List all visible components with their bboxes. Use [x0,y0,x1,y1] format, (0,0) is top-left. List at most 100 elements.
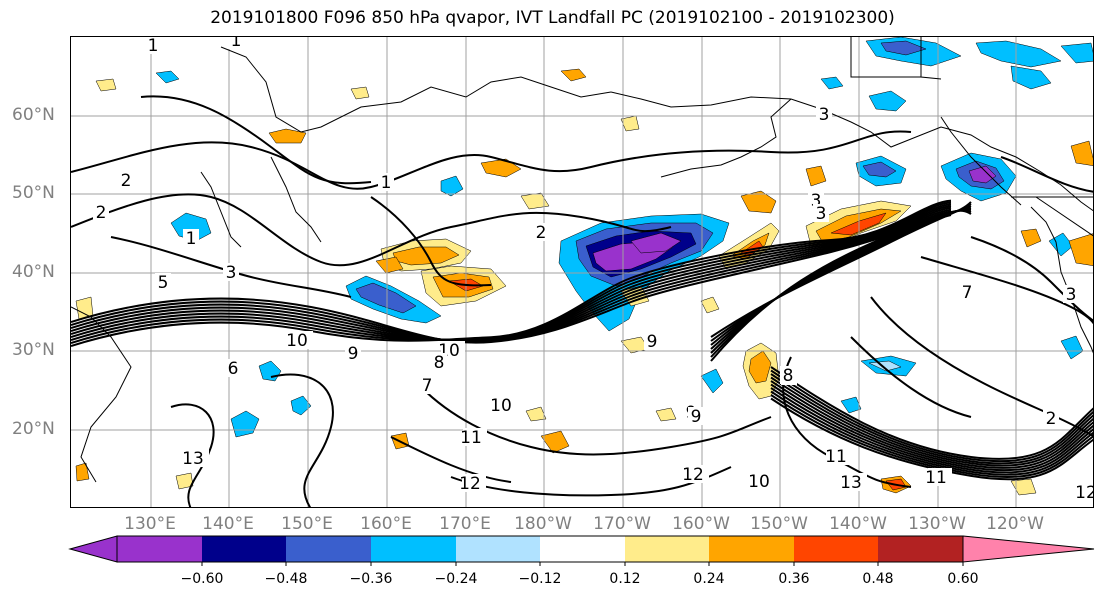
contour-label: 5 [158,273,169,293]
ivt-contour [782,356,912,488]
moisture-anomaly-shading [880,40,927,56]
contour-label: 2 [1046,409,1057,429]
moisture-anomaly-shading [155,70,180,84]
ivt-contour [770,397,1093,481]
moisture-anomaly-shading [525,406,547,422]
moisture-anomaly-shading [868,90,907,112]
contour-label: 1 [148,37,159,56]
contour-label: 3 [811,191,822,211]
contour-label-background [463,428,487,446]
colorbar-tick-label: −0.48 [264,571,308,587]
contour-label-background [828,447,852,465]
moisture-anomaly-shading [75,462,90,482]
contour-label-background [431,353,447,371]
contour-label: 10 [748,472,770,492]
colorbar-segment [286,536,371,562]
contour-label-background [145,37,161,54]
moisture-anomaly-shading [805,165,827,187]
longitude-label: 130°W [908,514,966,534]
contour-label-background [843,473,867,491]
moisture-anomaly-shading [1010,65,1052,90]
map-panel: 1121221333351091076981011131291210131112… [70,36,1094,508]
ivt-contour [71,206,952,342]
contour-label-background [223,263,239,281]
moisture-anomaly-shading [630,232,682,254]
contour-label: 12 [459,474,481,494]
contour-label: 9 [647,332,658,352]
ivt-contour [170,403,215,507]
colorbar-segment [878,536,963,562]
contour-label-background [462,474,486,492]
latitude-label: 20°N [12,419,55,439]
map-title: 2019101800 F096 850 hPa qvapor, IVT Land… [210,8,895,28]
longitude-label: 140°E [202,514,254,534]
contour-label: 13 [182,449,204,469]
colorbar-segment [625,536,709,562]
ivt-contour [770,366,1093,460]
longitude-label: 170°W [593,514,651,534]
longitude-label: 150°E [281,514,333,534]
colorbar-tick-label: −0.24 [434,571,478,587]
contour-label-background [1043,409,1059,427]
contour-label-background [93,203,109,221]
ivt-contour [71,212,952,344]
contour-label-background [225,359,241,377]
moisture-anomaly-shading [1060,335,1084,360]
contour-label-background [533,223,549,241]
ivt-contour [970,236,1093,322]
contour-label: 12 [1075,483,1094,503]
ivt-contour [870,296,1093,438]
ivt-contour [710,209,972,362]
colorbar-outline [116,535,964,563]
contour-label-background [493,396,517,414]
ivt-contour [110,236,352,298]
contour-label-background [118,171,134,189]
colorbar-segment [540,536,625,562]
contour-label-background [780,366,796,384]
coastline [220,46,612,133]
longitude-label: 170°E [439,514,491,534]
contour-label-background [813,204,829,222]
moisture-anomaly-shading [862,161,897,178]
coastline [610,91,1093,212]
moisture-anomaly-shading [290,395,312,416]
moisture-anomaly-shading [1010,478,1037,496]
coastline [1035,196,1093,237]
colorbar-extend-left [68,535,118,563]
contour-label: 6 [228,359,239,379]
contour-label: 12 [682,465,704,485]
contour-label-background [378,173,394,191]
contour-label-background [685,465,709,483]
latitude-label: 60°N [12,105,55,125]
longitude-label: 130°E [124,514,176,534]
contour-label: 7 [962,283,973,303]
moisture-anomaly-shading [520,192,550,210]
coastline [1030,206,1093,354]
contour-label: 11 [460,428,482,448]
colorbar-segment [794,536,878,562]
moisture-anomaly-shading [355,282,417,314]
colorbar-extend-right [962,535,1095,563]
moisture-anomaly-shading [820,76,844,90]
colorbar-segment [117,536,202,562]
ivt-contour [770,387,1093,474]
ivt-contour [920,256,1093,325]
contour-label: 3 [816,204,827,224]
contour-label-background [345,344,361,362]
contour-label: 8 [434,353,445,373]
contour-label: 1 [381,173,392,193]
ivt-contour [770,369,1093,463]
moisture-anomaly-shading [1070,140,1093,166]
colorbar-segment [456,536,540,562]
ivt-contour [770,394,1093,479]
contour-label: 1 [186,229,197,249]
contour-label-background [228,37,244,49]
ivt-contour [71,208,952,342]
contour-label: 13 [840,473,862,493]
ivt-contour [71,214,952,344]
contour-label-background [1063,285,1079,303]
longitude-label: 120°W [986,514,1044,534]
contour-label: 7 [422,376,433,396]
colorbar-tick-label: 0.36 [778,571,810,587]
ivt-contour [370,196,492,287]
